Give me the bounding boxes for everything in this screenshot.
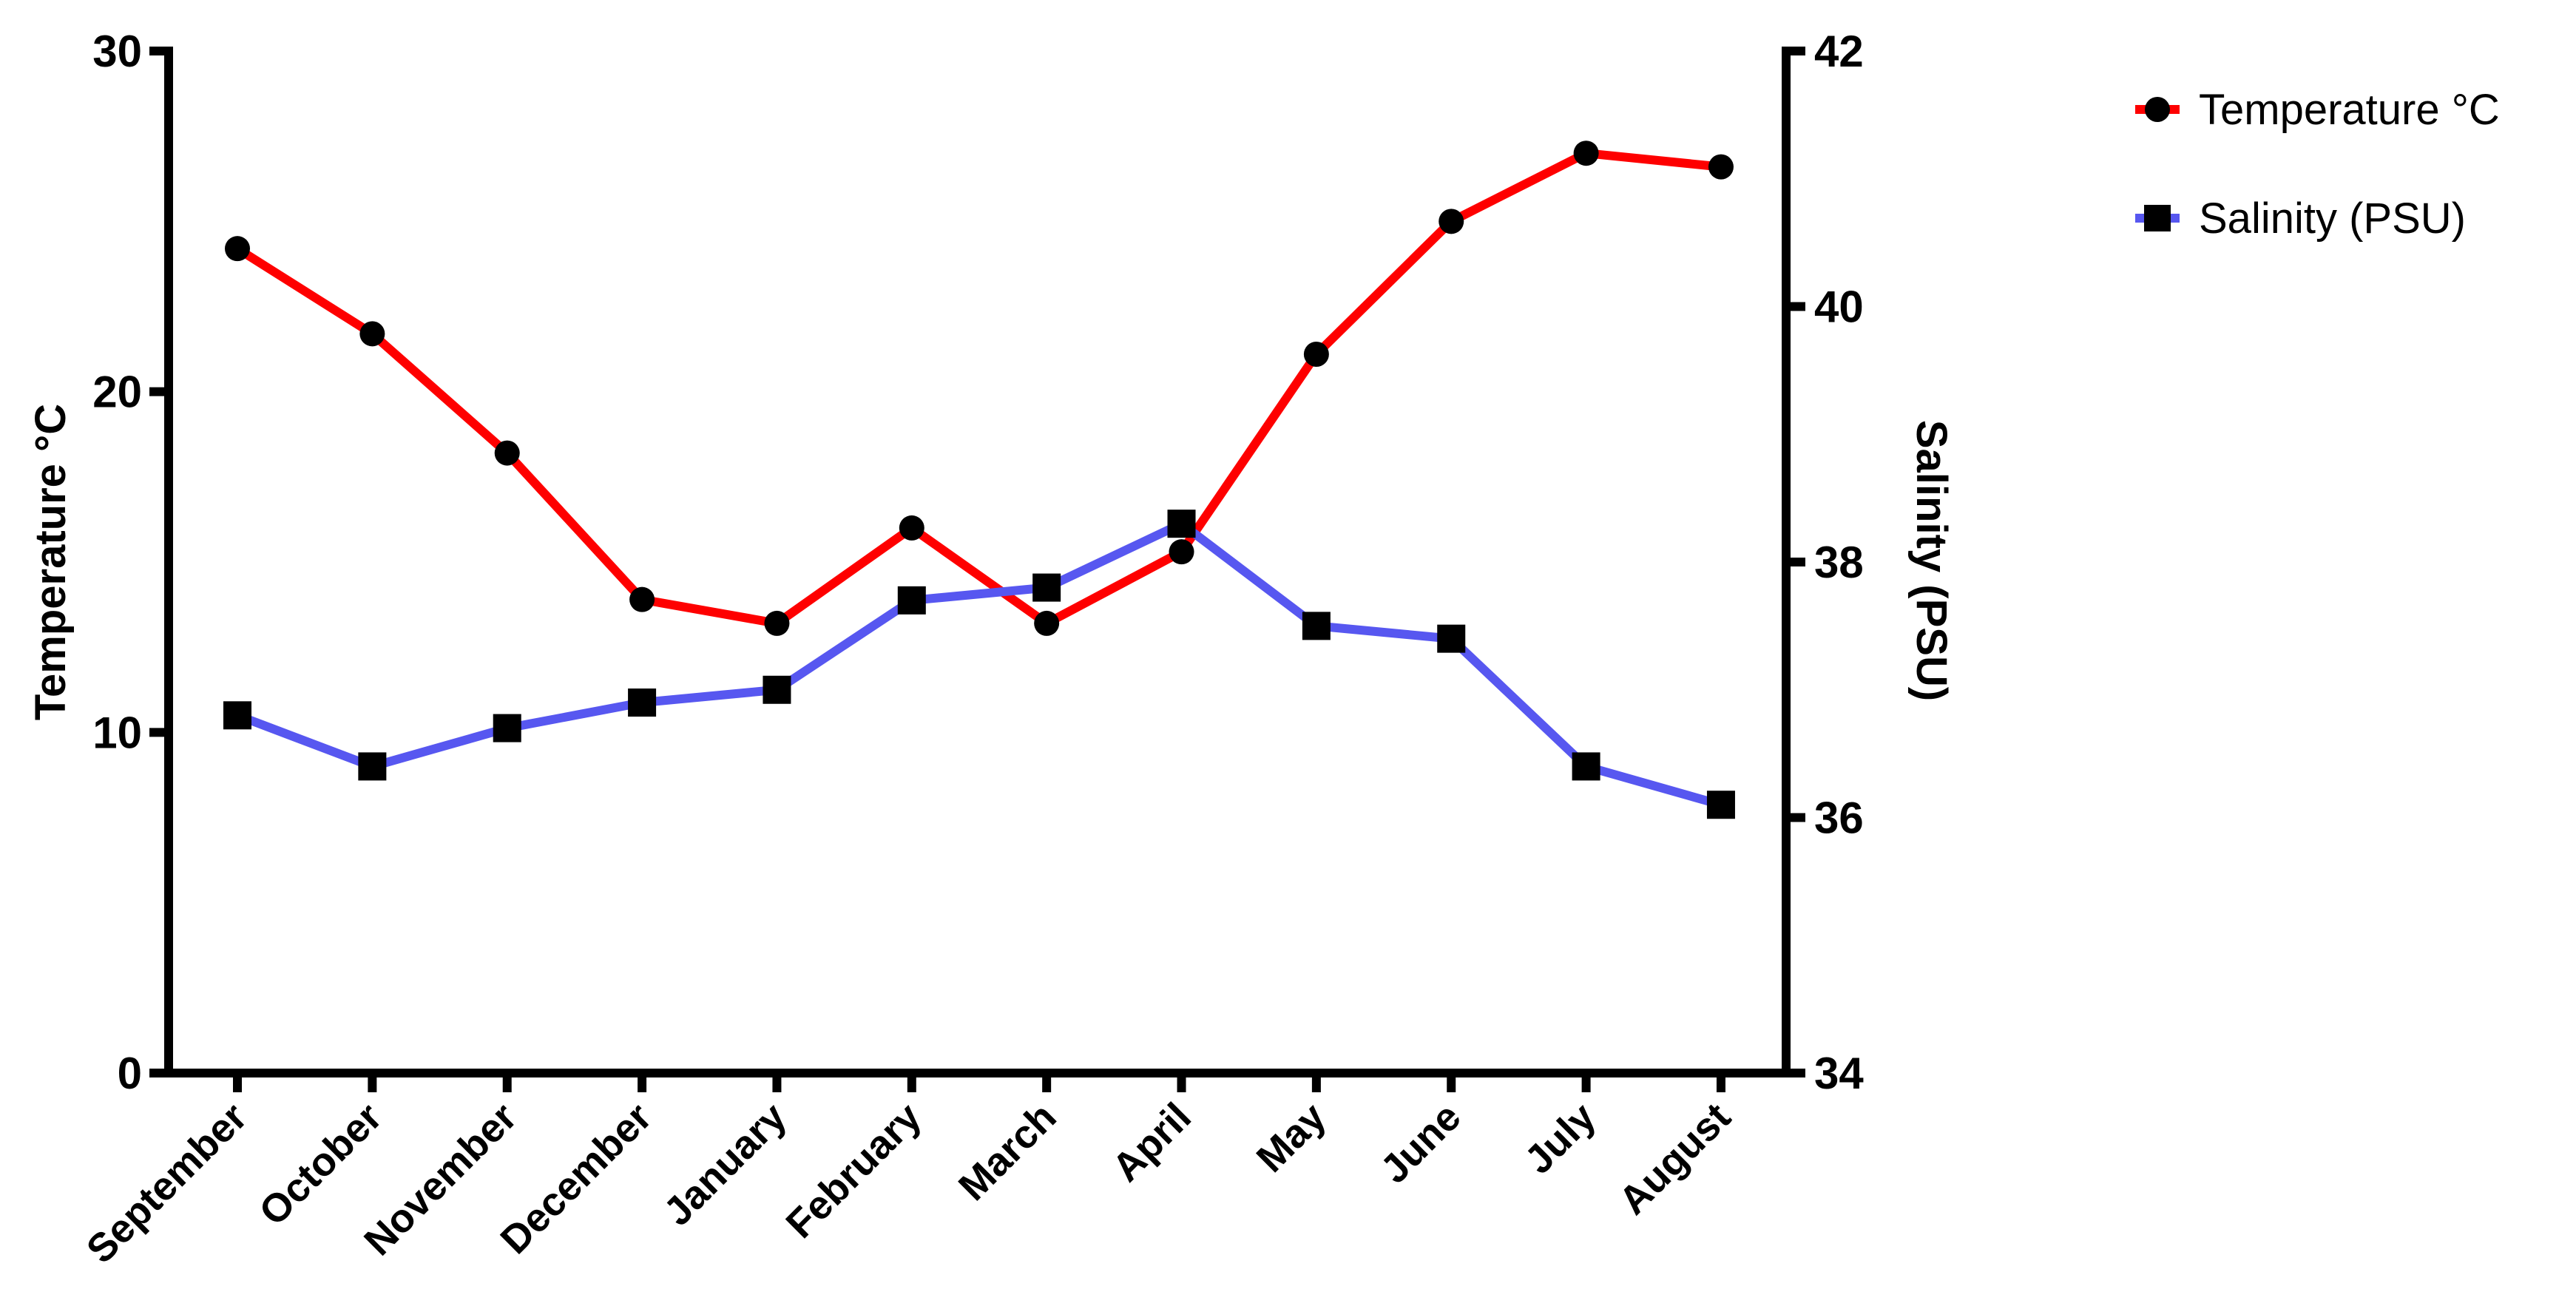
salinity-point-marker <box>358 752 387 781</box>
temperature-point-marker <box>359 321 385 347</box>
temperature-point-marker <box>1034 610 1060 636</box>
left-axis-tick-label: 0 <box>118 1049 142 1098</box>
salinity-point-marker <box>1572 752 1600 781</box>
temperature-point-marker <box>629 586 655 612</box>
x-axis-month-label: January <box>655 1094 795 1234</box>
salinity-point-marker <box>763 675 791 704</box>
x-axis-month-label: June <box>1372 1094 1470 1192</box>
x-axis-month-label: July <box>1516 1094 1604 1182</box>
temperature-line <box>234 149 1722 628</box>
legend-salinity-label: Salinity (PSU) <box>2199 194 2466 243</box>
temperature-point-marker <box>899 515 924 541</box>
right-axis-tick-label: 42 <box>1814 27 1864 76</box>
right-axis-tick-label: 34 <box>1814 1049 1864 1098</box>
temperature-point-marker <box>494 440 520 466</box>
x-axis-month-label: April <box>1104 1094 1200 1190</box>
salinity-point-marker <box>1167 510 1196 538</box>
legend-temperature-label: Temperature °C <box>2199 86 2500 134</box>
right-axis-tick-label: 40 <box>1814 282 1864 332</box>
right-axis-title: Salinity (PSU) <box>1907 420 1955 701</box>
left-axis-tick-label: 10 <box>92 708 142 757</box>
legend-salinity-square-marker-icon <box>2144 205 2171 231</box>
legend-item-salinity: Salinity (PSU) <box>2135 194 2466 243</box>
salinity-point-marker <box>1706 791 1735 819</box>
temperature-point-marker <box>1439 209 1464 234</box>
right-axis-tick-label: 36 <box>1814 794 1864 843</box>
x-axis-month-label: May <box>1248 1094 1335 1181</box>
salinity-point-marker <box>1302 612 1331 640</box>
x-axis-month-label: September <box>78 1094 256 1272</box>
temperature-point-marker <box>225 236 250 262</box>
salinity-line <box>235 519 1723 809</box>
temperature-point-marker <box>764 610 790 636</box>
x-axis-month-label: October <box>251 1094 391 1234</box>
x-axis-month-label: March <box>950 1094 1065 1209</box>
legend: Temperature °C Salinity (PSU) <box>2135 86 2500 243</box>
left-axis-tick-label: 30 <box>92 27 142 76</box>
legend-temperature-circle-marker-icon <box>2145 97 2170 122</box>
plot-area: 01020303436384042SeptemberOctoberNovembe… <box>78 27 1865 1272</box>
x-axis-month-label: August <box>1611 1094 1740 1223</box>
temperature-point-marker <box>1303 341 1329 367</box>
temperature-point-marker <box>1573 141 1599 166</box>
legend-item-temperature: Temperature °C <box>2135 86 2500 134</box>
salinity-point-marker <box>1032 573 1061 602</box>
salinity-point-marker <box>897 586 926 615</box>
temperature-point-marker <box>1708 154 1734 180</box>
right-axis-tick-label: 38 <box>1814 538 1864 587</box>
salinity-point-marker <box>223 701 251 730</box>
left-axis-title: Temperature °C <box>27 404 75 720</box>
temperature-point-marker <box>1169 539 1194 565</box>
salinity-point-marker <box>493 714 521 742</box>
salinity-point-marker <box>628 688 657 717</box>
salinity-point-marker <box>1437 624 1466 653</box>
x-axis-month-label: February <box>777 1094 930 1247</box>
left-axis-tick-label: 20 <box>92 368 142 417</box>
